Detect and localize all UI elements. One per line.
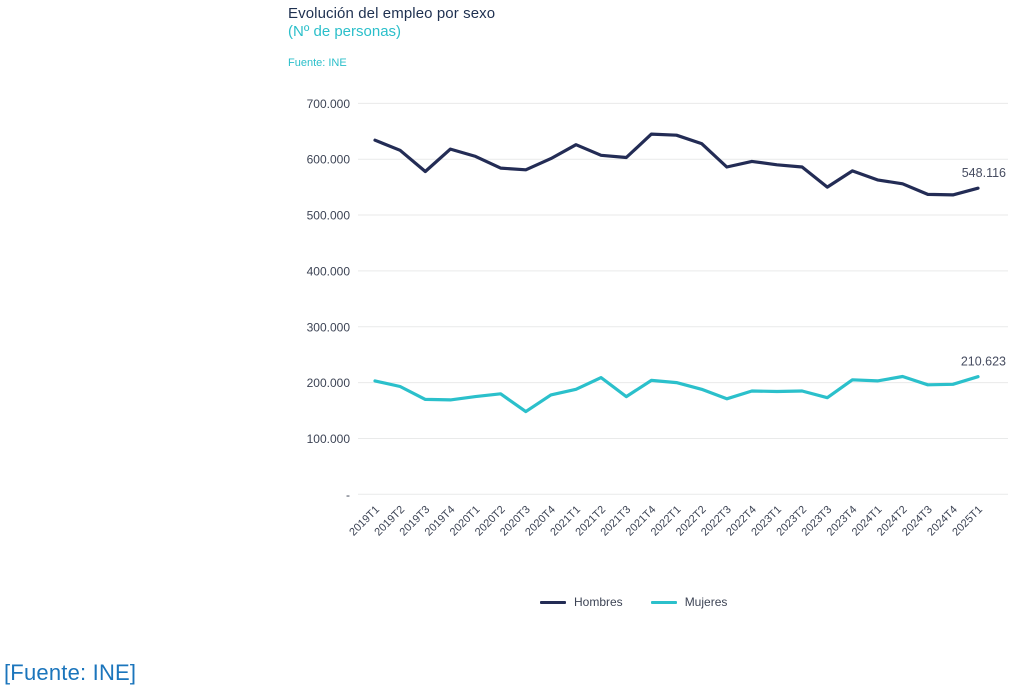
legend-item-mujeres: Mujeres [650, 595, 728, 609]
chart-subtitle: (Nº de personas) [288, 23, 402, 40]
chart-title: Evolución del empleo por sexo [288, 5, 496, 22]
mujeres-line [373, 374, 980, 414]
y-axis-tick-label: 400.000 [307, 264, 351, 278]
legend-item-hombres: Hombres [540, 595, 623, 609]
y-axis-tick-label: 500.000 [307, 209, 351, 223]
chart-source-note: Fuente: INE [288, 57, 347, 69]
hombres-end-value-label: 548.116 [962, 166, 1006, 180]
mujeres-line-swatch-icon [650, 600, 677, 604]
chart-header: Evolución del empleo por sexo (Nº de per… [288, 5, 495, 41]
hombres-line [373, 132, 980, 197]
y-axis-tick-label: 700.000 [307, 97, 351, 111]
y-axis-tick-label: 100.000 [307, 432, 351, 446]
document-source-text: [Fuente: INE] [4, 660, 137, 685]
y-axis-tick-label: 600.000 [307, 153, 351, 167]
hombres-line-swatch-icon [540, 600, 566, 604]
y-axis-tick-label: - [346, 488, 350, 502]
y-axis-tick-label: 300.000 [307, 320, 351, 334]
mujeres-end-value-label: 210.623 [961, 355, 1006, 369]
y-axis-tick-label: 200.000 [307, 376, 351, 390]
legend-label-mujeres: Mujeres [684, 595, 728, 609]
legend-label-hombres: Hombres [574, 595, 623, 609]
chart-legend: Hombres Mujeres [540, 592, 727, 612]
